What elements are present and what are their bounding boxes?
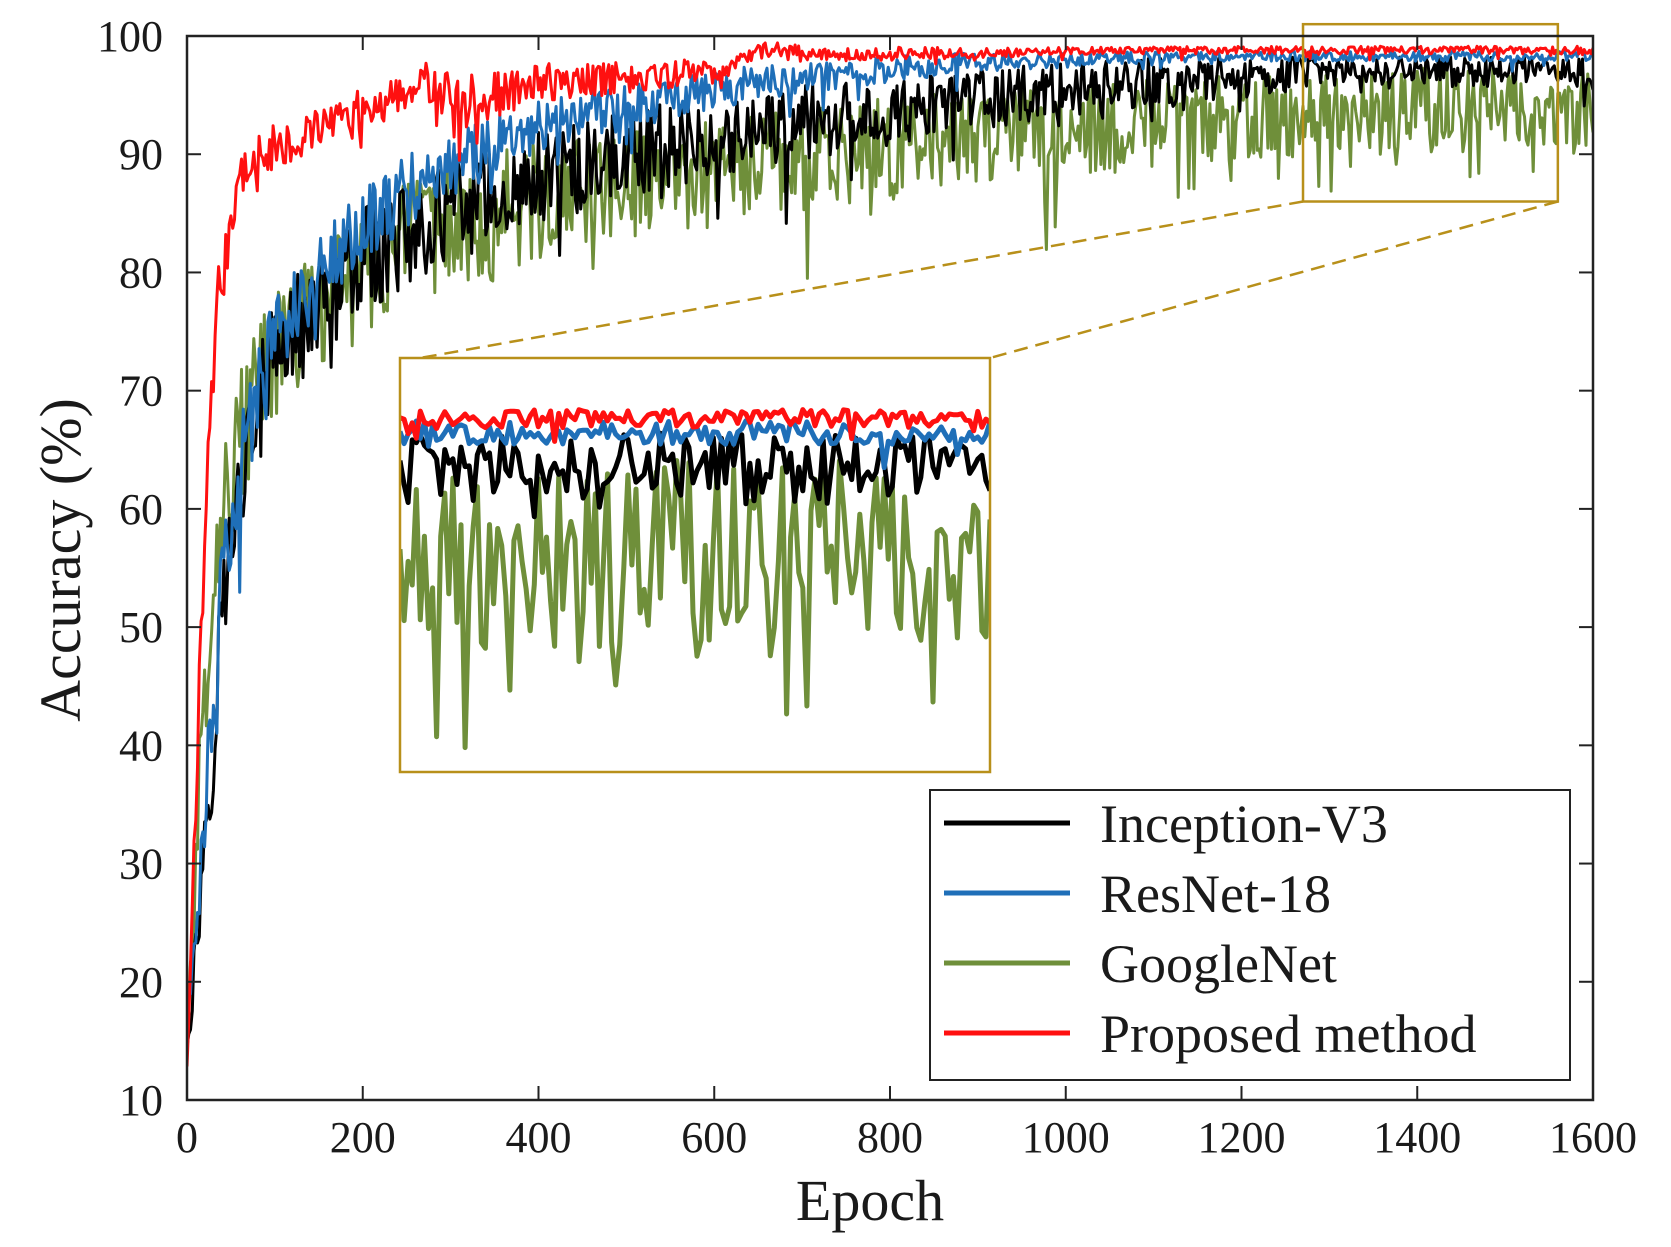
- y-tick-label: 90: [119, 130, 163, 179]
- y-tick-label: 60: [119, 485, 163, 534]
- y-tick-label: 100: [97, 12, 163, 61]
- x-tick-label: 800: [857, 1113, 923, 1162]
- y-tick-label: 70: [119, 367, 163, 416]
- y-tick-label: 30: [119, 840, 163, 889]
- legend-label: GoogleNet: [1100, 934, 1337, 994]
- inset-series: [400, 407, 990, 751]
- y-tick-label: 80: [119, 248, 163, 297]
- x-tick-label: 1200: [1198, 1113, 1286, 1162]
- x-tick-label: 0: [176, 1113, 198, 1162]
- zoom-source-box: [1301, 22, 1560, 203]
- legend-label: ResNet-18: [1100, 864, 1331, 924]
- series-line-inception-v3: [187, 54, 1593, 1048]
- inset-line-inception-v3: [400, 430, 990, 520]
- y-tick-label: 50: [119, 603, 163, 652]
- x-tick-label: 1600: [1549, 1113, 1637, 1162]
- inset-line-proposed-method: [400, 407, 990, 444]
- y-tick-label: 10: [119, 1076, 163, 1125]
- x-tick-label: 600: [681, 1113, 747, 1162]
- series-layer: [187, 41, 1593, 1067]
- y-axis-title: Accuracy (%): [28, 398, 93, 722]
- x-tick-label: 400: [506, 1113, 572, 1162]
- x-tick-label: 1000: [1022, 1113, 1110, 1162]
- zoom-guide-left: [419, 200, 1304, 360]
- legend-label: Proposed method: [1100, 1004, 1476, 1064]
- legend: Inception-V3 ResNet-18 GoogleNet Proposed m…: [929, 789, 1571, 1081]
- series-line-proposed-method: [187, 41, 1593, 1067]
- inset-frame: [398, 356, 992, 774]
- inset-line-googlenet: [400, 458, 990, 751]
- legend-label: Inception-V3: [1100, 794, 1388, 854]
- y-tick-label: 40: [119, 721, 163, 770]
- y-tick-label: 20: [119, 958, 163, 1007]
- x-tick-label: 1400: [1373, 1113, 1461, 1162]
- series-line-resnet-18: [187, 49, 1593, 1034]
- x-axis-title: Epoch: [796, 1168, 944, 1233]
- x-tick-label: 200: [330, 1113, 396, 1162]
- zoom-guide-right: [989, 200, 1559, 360]
- zoom-guides: [419, 22, 1560, 360]
- axis-ticks: 0 200 400 600 800 1000 1200 1400 1600 10 20 30 40 50 6…: [97, 12, 1637, 1162]
- inset-panel: [398, 356, 992, 774]
